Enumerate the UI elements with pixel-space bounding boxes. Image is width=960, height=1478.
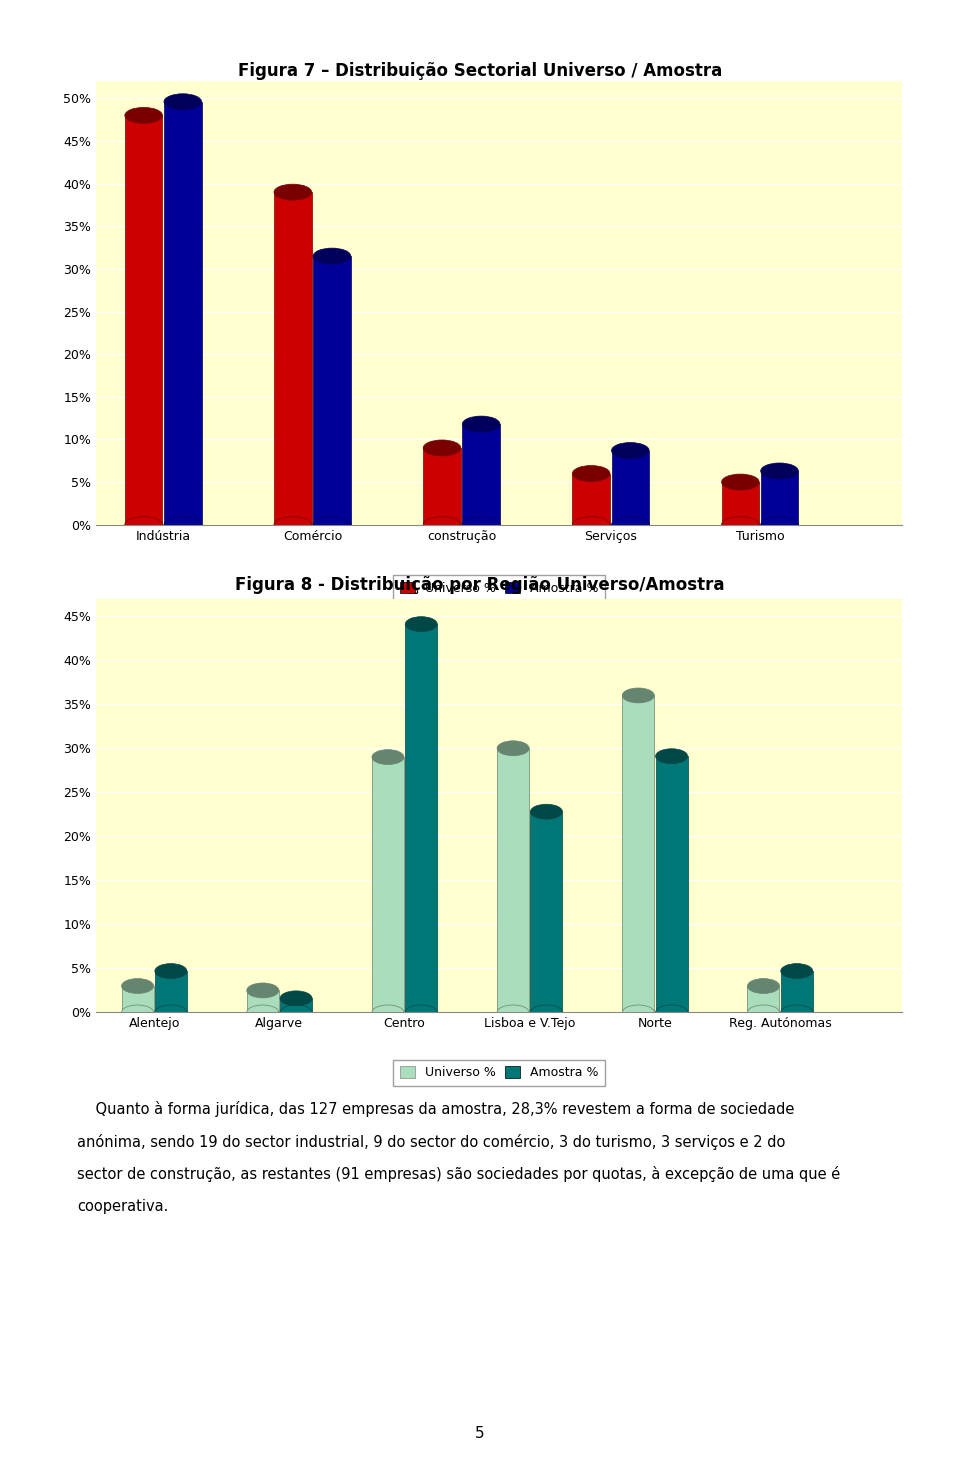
- Bar: [760, 471, 799, 525]
- Bar: [164, 102, 202, 525]
- Ellipse shape: [531, 1005, 563, 1020]
- Ellipse shape: [280, 990, 312, 1007]
- Ellipse shape: [497, 1005, 529, 1020]
- Ellipse shape: [572, 466, 610, 482]
- Bar: [122, 986, 154, 1012]
- Ellipse shape: [247, 983, 278, 998]
- Ellipse shape: [313, 517, 350, 532]
- Ellipse shape: [423, 440, 461, 455]
- Ellipse shape: [247, 1005, 278, 1020]
- Legend: Universo %, Amostra %: Universo %, Amostra %: [394, 575, 605, 600]
- Ellipse shape: [780, 1005, 813, 1020]
- Bar: [612, 451, 649, 525]
- Text: Figura 7 – Distribuição Sectorial Universo / Amostra: Figura 7 – Distribuição Sectorial Univer…: [238, 62, 722, 80]
- Ellipse shape: [155, 1005, 187, 1020]
- Ellipse shape: [280, 1005, 312, 1020]
- Ellipse shape: [274, 185, 312, 200]
- Ellipse shape: [164, 93, 202, 109]
- Bar: [497, 748, 529, 1012]
- Ellipse shape: [155, 964, 187, 978]
- Text: sector de construção, as restantes (91 empresas) são sociedades por quotas, à ex: sector de construção, as restantes (91 e…: [77, 1166, 840, 1182]
- Ellipse shape: [748, 1005, 780, 1020]
- Ellipse shape: [780, 964, 813, 978]
- Text: Figura 8 - Distribuição por Região Universo/Amostra: Figura 8 - Distribuição por Região Unive…: [235, 576, 725, 594]
- Ellipse shape: [656, 749, 687, 764]
- Bar: [423, 448, 461, 525]
- Ellipse shape: [722, 517, 759, 532]
- Ellipse shape: [423, 517, 461, 532]
- Text: Quanto à forma jurídica, das 127 empresas da amostra, 28,3% revestem a forma de : Quanto à forma jurídica, das 127 empresa…: [77, 1101, 794, 1117]
- Ellipse shape: [125, 108, 162, 123]
- Bar: [125, 115, 162, 525]
- Bar: [247, 990, 278, 1012]
- Bar: [313, 256, 350, 525]
- Bar: [274, 192, 312, 525]
- Ellipse shape: [748, 978, 780, 993]
- Text: anónima, sendo 19 do sector industrial, 9 do sector do comércio, 3 do turismo, 3: anónima, sendo 19 do sector industrial, …: [77, 1134, 785, 1150]
- Text: 5: 5: [475, 1426, 485, 1441]
- Bar: [405, 624, 437, 1012]
- Ellipse shape: [313, 248, 350, 265]
- Bar: [780, 971, 813, 1012]
- Bar: [748, 986, 780, 1012]
- Ellipse shape: [622, 687, 655, 704]
- Bar: [372, 757, 404, 1012]
- Ellipse shape: [760, 517, 799, 532]
- Bar: [722, 482, 759, 525]
- Bar: [280, 998, 312, 1012]
- Ellipse shape: [405, 1005, 437, 1020]
- Ellipse shape: [125, 517, 162, 532]
- Ellipse shape: [656, 1005, 687, 1020]
- Ellipse shape: [372, 749, 404, 764]
- Ellipse shape: [122, 978, 154, 993]
- Bar: [531, 811, 563, 1012]
- Ellipse shape: [760, 463, 799, 479]
- Ellipse shape: [122, 1005, 154, 1020]
- Ellipse shape: [463, 517, 500, 532]
- Ellipse shape: [274, 517, 312, 532]
- Ellipse shape: [612, 517, 649, 532]
- Legend: Universo %, Amostra %: Universo %, Amostra %: [394, 1060, 605, 1085]
- Ellipse shape: [497, 740, 529, 755]
- Ellipse shape: [463, 417, 500, 432]
- Ellipse shape: [372, 1005, 404, 1020]
- Bar: [155, 971, 187, 1012]
- Ellipse shape: [531, 804, 563, 819]
- Bar: [622, 696, 655, 1012]
- Ellipse shape: [164, 517, 202, 532]
- Ellipse shape: [722, 474, 759, 491]
- Ellipse shape: [572, 517, 610, 532]
- Ellipse shape: [622, 1005, 655, 1020]
- Bar: [572, 473, 610, 525]
- Ellipse shape: [612, 442, 649, 458]
- Ellipse shape: [405, 616, 437, 631]
- Bar: [463, 424, 500, 525]
- Bar: [656, 757, 687, 1012]
- Text: cooperativa.: cooperativa.: [77, 1199, 168, 1213]
